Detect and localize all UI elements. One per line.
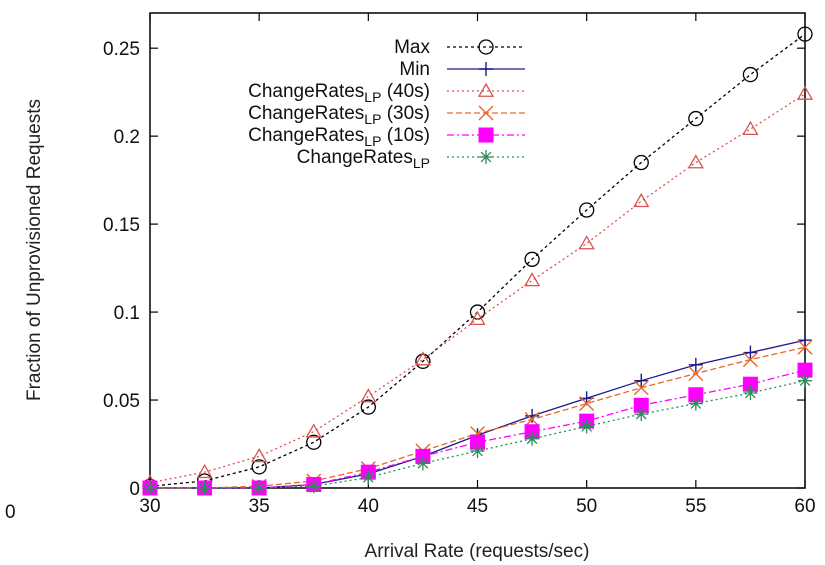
data-point bbox=[415, 456, 430, 471]
series-group bbox=[141, 26, 814, 496]
data-point bbox=[742, 352, 758, 368]
data-point bbox=[251, 448, 268, 463]
legend-label-main: ChangeRates bbox=[248, 81, 364, 102]
series-line bbox=[150, 339, 806, 489]
data-point bbox=[524, 251, 540, 267]
legend-marker bbox=[479, 150, 493, 164]
x-tick-label: 40 bbox=[358, 496, 379, 517]
x-tick-label: 55 bbox=[685, 496, 706, 517]
data-point bbox=[525, 408, 540, 423]
y-axis-title: Fraction of Unprovisioned Requests bbox=[24, 99, 45, 401]
data-point bbox=[796, 85, 814, 100]
x-tick-label: 60 bbox=[794, 496, 815, 517]
x-tick-label: 45 bbox=[467, 496, 488, 517]
y-tick-label: 0.25 bbox=[103, 39, 140, 60]
series-0 bbox=[142, 26, 813, 494]
data-point bbox=[742, 120, 759, 136]
data-point bbox=[414, 351, 432, 366]
series-line bbox=[149, 93, 806, 484]
y-tick-label: 0.05 bbox=[103, 391, 140, 412]
y-tick-label: 0.2 bbox=[114, 127, 140, 148]
legend-label-suffix: (10s) bbox=[381, 125, 430, 146]
legend-label-subscript: LP bbox=[364, 133, 381, 149]
data-point bbox=[743, 345, 758, 360]
data-point bbox=[797, 339, 813, 355]
data-point bbox=[252, 481, 267, 495]
data-point bbox=[578, 235, 595, 250]
legend-marker bbox=[478, 127, 494, 143]
legend-label-main: ChangeRates bbox=[248, 103, 364, 124]
legend-label-subscript: LP bbox=[413, 155, 430, 171]
x-tick-label: 35 bbox=[249, 496, 270, 517]
data-point bbox=[797, 26, 813, 42]
data-point bbox=[633, 192, 650, 208]
data-point bbox=[251, 459, 267, 475]
data-point bbox=[305, 423, 322, 438]
y-tick-label: 0.1 bbox=[114, 303, 140, 324]
legend-label-subscript: LP bbox=[364, 111, 381, 127]
legend-label-suffix: (40s) bbox=[381, 81, 430, 102]
series-line bbox=[150, 346, 806, 489]
legend-label-main: ChangeRates bbox=[248, 125, 364, 146]
data-point bbox=[306, 479, 321, 494]
legend-label: ChangeRatesLP bbox=[297, 147, 430, 171]
legend-label-main: Max bbox=[394, 37, 430, 58]
data-point bbox=[688, 366, 704, 382]
data-point bbox=[525, 431, 540, 446]
data-point bbox=[523, 272, 541, 287]
legend-label-main: ChangeRates bbox=[297, 147, 413, 168]
data-point bbox=[197, 481, 212, 495]
data-point bbox=[470, 444, 485, 459]
data-point bbox=[196, 463, 213, 479]
data-point bbox=[579, 396, 595, 412]
data-point bbox=[798, 333, 812, 348]
series-5 bbox=[143, 373, 812, 495]
legend-label-suffix: (30s) bbox=[381, 103, 430, 124]
data-point bbox=[634, 407, 649, 422]
x-tick-label: 50 bbox=[576, 496, 597, 517]
y-tick-label: 0.15 bbox=[103, 215, 140, 236]
axis-ticks: 30 35 40 45 50 55 60 0 0.05 0.1 0.15 0.2 0.25 bbox=[103, 13, 816, 517]
y-tick-label: 0 bbox=[129, 479, 140, 500]
legend-marker bbox=[478, 39, 494, 55]
legend-label-subscript: LP bbox=[364, 89, 381, 105]
data-point bbox=[688, 396, 703, 411]
data-point bbox=[688, 357, 703, 372]
series-1 bbox=[143, 333, 812, 495]
stray-tick-label: 0 bbox=[5, 502, 16, 523]
legend-label: ChangeRatesLP (30s) bbox=[248, 103, 430, 127]
x-tick-label: 30 bbox=[139, 496, 160, 517]
data-point bbox=[306, 434, 322, 450]
data-point bbox=[742, 66, 759, 83]
data-point bbox=[743, 386, 758, 400]
data-point bbox=[360, 399, 376, 415]
data-point bbox=[143, 481, 157, 495]
data-point bbox=[633, 380, 649, 396]
legend-label-main: Min bbox=[399, 59, 430, 80]
data-point bbox=[634, 373, 649, 388]
data-point bbox=[633, 154, 649, 171]
legend-label: Max bbox=[394, 37, 430, 58]
legend-marker bbox=[478, 105, 494, 121]
data-point bbox=[687, 154, 704, 169]
data-point bbox=[688, 110, 704, 127]
legend-label: ChangeRatesLP (10s) bbox=[248, 125, 430, 149]
data-point bbox=[415, 353, 431, 369]
data-point bbox=[469, 310, 486, 326]
legend-marker bbox=[479, 62, 493, 76]
data-point bbox=[360, 388, 377, 403]
legend-label: Min bbox=[399, 59, 430, 80]
legend-label: ChangeRatesLP (40s) bbox=[248, 81, 430, 105]
data-point bbox=[524, 411, 540, 427]
data-point bbox=[798, 373, 812, 388]
data-point bbox=[579, 419, 594, 434]
series-3 bbox=[142, 339, 813, 496]
series-2 bbox=[141, 85, 814, 489]
data-point bbox=[579, 202, 595, 218]
data-point bbox=[361, 470, 376, 485]
legend-marker bbox=[477, 82, 495, 97]
x-axis-title: Arrival Rate (requests/sec) bbox=[365, 541, 590, 562]
